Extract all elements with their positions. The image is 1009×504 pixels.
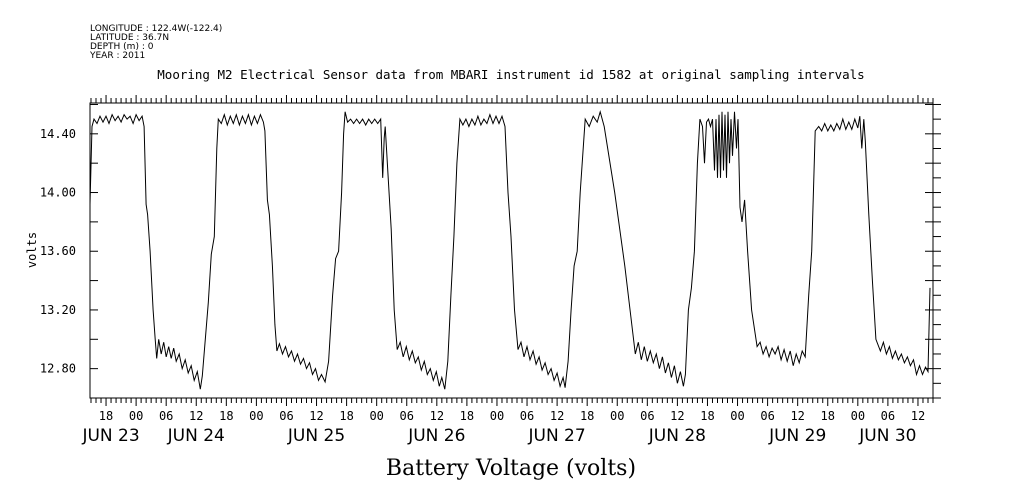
x-tick-label: 18 bbox=[700, 409, 714, 423]
x-tick-label: 00 bbox=[490, 409, 504, 423]
x-tick-label: 00 bbox=[369, 409, 383, 423]
x-tick-label: 00 bbox=[129, 409, 143, 423]
x-tick-label: 18 bbox=[460, 409, 474, 423]
metadata-line: LONGITUDE : 122.4W(-122.4) bbox=[90, 24, 222, 34]
x-tick-label: 18 bbox=[821, 409, 835, 423]
y-tick-label: 14.40 bbox=[40, 127, 76, 141]
x-tick-label: 06 bbox=[520, 409, 534, 423]
x-tick-label: 12 bbox=[189, 409, 203, 423]
y-axis-label: volts bbox=[25, 232, 39, 268]
chart-title: Mooring M2 Electrical Sensor data from M… bbox=[157, 67, 864, 82]
metadata-line: DEPTH (m) : 0 bbox=[90, 42, 154, 52]
x-tick-label: 00 bbox=[730, 409, 744, 423]
x-tick-label: 06 bbox=[760, 409, 774, 423]
x-tick-label: 12 bbox=[309, 409, 323, 423]
x-tick-label: 06 bbox=[159, 409, 173, 423]
date-label: JUN 26 bbox=[407, 426, 465, 446]
x-tick-label: 18 bbox=[219, 409, 233, 423]
metadata-line: YEAR : 2011 bbox=[89, 51, 145, 61]
x-tick-label: 12 bbox=[430, 409, 444, 423]
x-tick-label: 00 bbox=[610, 409, 624, 423]
date-label: JUN 24 bbox=[167, 426, 225, 446]
axes: 12.80 13.20 13.60 14.00 14.40 18 00 06 12 18 00 06 1… bbox=[40, 95, 941, 446]
plot-frame bbox=[89, 102, 934, 399]
x-tick-label: 06 bbox=[881, 409, 895, 423]
date-label: JUN 29 bbox=[768, 426, 826, 446]
y-tick-label: 13.20 bbox=[40, 303, 76, 317]
x-axis-label: Battery Voltage (volts) bbox=[386, 456, 636, 481]
date-label: JUN 25 bbox=[287, 426, 345, 446]
x-tick-label: 18 bbox=[339, 409, 353, 423]
metadata-line: LATITUDE : 36.7N bbox=[90, 33, 169, 43]
series-line-battery-voltage bbox=[89, 109, 931, 390]
x-tick-label: 12 bbox=[911, 409, 925, 423]
date-label: JUN 27 bbox=[527, 426, 585, 446]
x-tick-label: 00 bbox=[249, 409, 263, 423]
x-tick-label: 18 bbox=[99, 409, 113, 423]
x-tick-label: 12 bbox=[670, 409, 684, 423]
date-label: JUN 23 bbox=[81, 426, 139, 446]
x-tick-label: 12 bbox=[790, 409, 804, 423]
date-label: JUN 28 bbox=[648, 426, 706, 446]
x-tick-label: 12 bbox=[550, 409, 564, 423]
y-tick-label: 12.80 bbox=[40, 362, 76, 376]
x-tick-label: 06 bbox=[400, 409, 414, 423]
metadata-header: LONGITUDE : 122.4W(-122.4)LATITUDE : 36.… bbox=[89, 24, 222, 61]
x-tick-label: 00 bbox=[851, 409, 865, 423]
x-tick-label: 06 bbox=[279, 409, 293, 423]
x-tick-label: 18 bbox=[580, 409, 594, 423]
y-tick-label: 14.00 bbox=[40, 186, 76, 200]
y-tick-label: 13.60 bbox=[40, 244, 76, 258]
x-tick-label: 06 bbox=[640, 409, 654, 423]
date-label: JUN 30 bbox=[858, 426, 916, 446]
